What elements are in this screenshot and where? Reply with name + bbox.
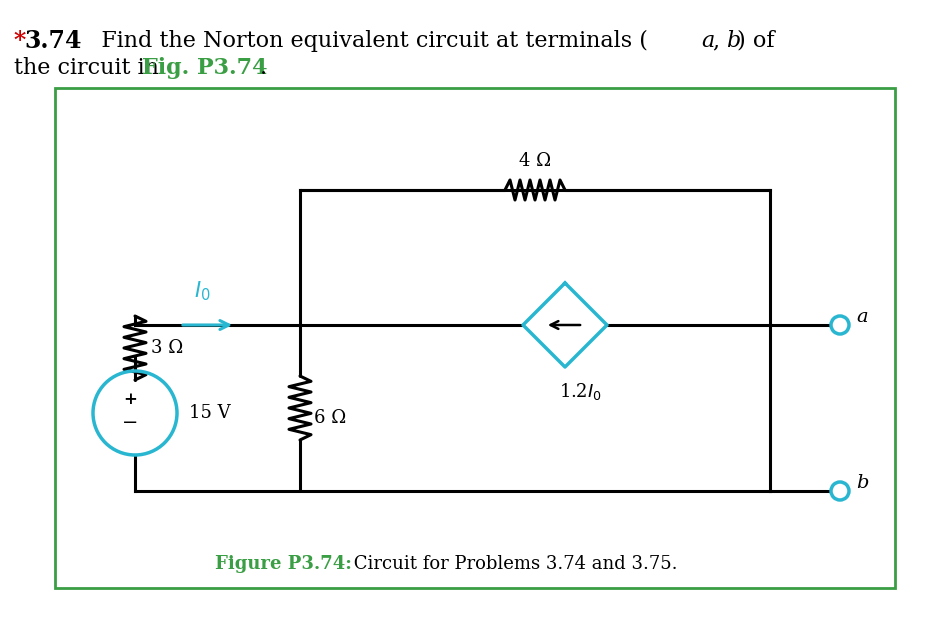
- Bar: [55, 88, 895, 588]
- Text: b: b: [856, 474, 869, 492]
- Text: +: +: [123, 391, 137, 408]
- Text: the circuit in: the circuit in: [14, 57, 166, 79]
- Text: $\mathit{I_0}$: $\mathit{I_0}$: [194, 279, 211, 303]
- Text: 3.74: 3.74: [24, 29, 81, 53]
- Text: a: a: [856, 308, 868, 326]
- Circle shape: [831, 482, 849, 500]
- Text: *: *: [14, 29, 26, 53]
- Text: 4 Ω: 4 Ω: [519, 152, 551, 170]
- Text: Circuit for Problems 3.74 and 3.75.: Circuit for Problems 3.74 and 3.75.: [348, 555, 678, 573]
- Text: b: b: [726, 30, 740, 52]
- Text: Fig. P3.74: Fig. P3.74: [142, 57, 268, 79]
- Text: Find the Norton equivalent circuit at terminals (: Find the Norton equivalent circuit at te…: [80, 30, 648, 52]
- Text: ) of: ) of: [737, 30, 774, 52]
- Text: 3 Ω: 3 Ω: [151, 339, 183, 357]
- Text: ,: ,: [713, 30, 727, 52]
- Text: 6 Ω: 6 Ω: [314, 409, 346, 427]
- Text: a: a: [701, 30, 714, 52]
- Text: −: −: [122, 414, 138, 432]
- Text: 15 V: 15 V: [189, 404, 231, 422]
- Circle shape: [831, 316, 849, 334]
- Text: .: .: [260, 57, 267, 79]
- Text: 1.2$\mathit{I_0}$: 1.2$\mathit{I_0}$: [558, 381, 601, 402]
- Text: Figure P3.74:: Figure P3.74:: [215, 555, 352, 573]
